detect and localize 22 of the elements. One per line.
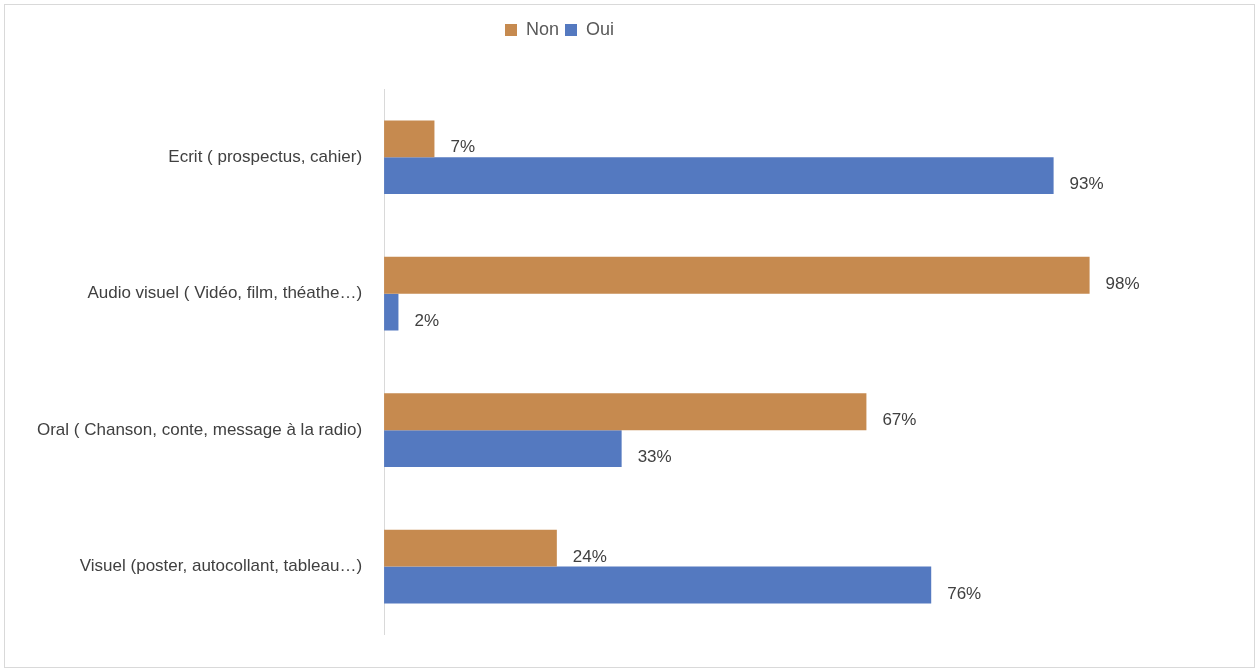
data-label: 98% <box>1105 273 1140 293</box>
y-tick-label: Ecrit ( prospectus, cahier) <box>168 146 363 166</box>
bar <box>384 293 399 331</box>
data-label: 93% <box>1069 174 1104 194</box>
y-tick-label: Visuel (poster, autocollant, tableau…) <box>79 556 363 576</box>
bar <box>384 430 622 467</box>
bar <box>384 120 435 158</box>
data-label: 2% <box>414 310 440 330</box>
data-label: 7% <box>450 137 476 157</box>
data-label: 76% <box>947 583 982 603</box>
y-tick-label: Audio visuel ( Vidéo, film, théathe…) <box>87 283 363 303</box>
bar <box>384 393 867 431</box>
bar <box>384 566 932 604</box>
legend-label: Oui <box>586 18 615 39</box>
data-label: 67% <box>882 410 917 430</box>
data-label: 24% <box>572 546 607 566</box>
bar <box>384 157 1054 195</box>
bar <box>384 529 557 567</box>
data-label: 33% <box>637 447 672 467</box>
bar <box>384 256 1090 294</box>
legend-label: Non <box>525 18 560 39</box>
y-tick-label: Oral ( Chanson, conte, message à la radio) <box>36 419 363 439</box>
